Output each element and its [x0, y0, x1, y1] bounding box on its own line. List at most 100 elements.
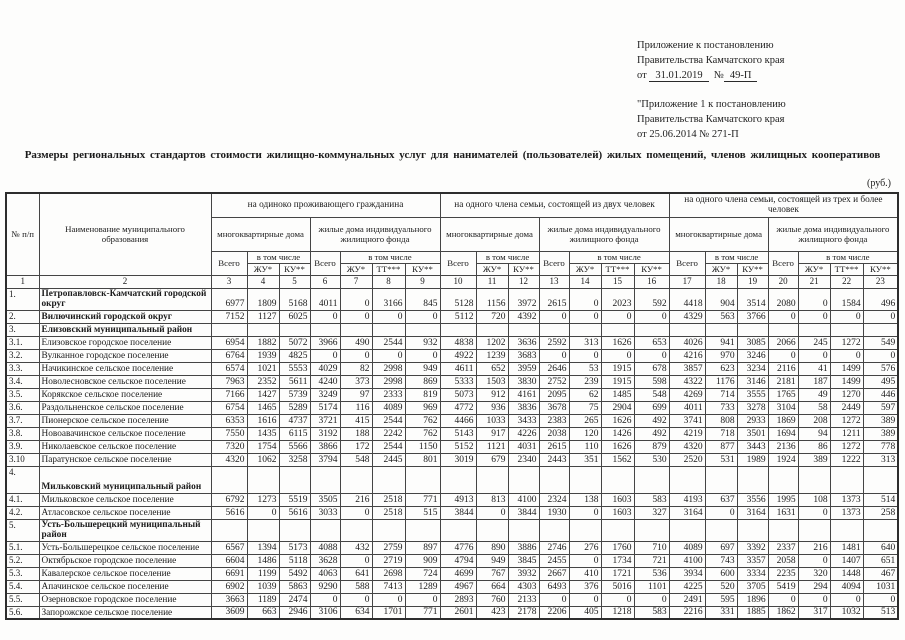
value-cell: 0 [404, 592, 441, 607]
value-cell: 1915 [600, 374, 635, 389]
value-cell: 651 [862, 553, 899, 568]
value-cell: 1039 [246, 579, 280, 594]
value-cell: 0 [633, 348, 670, 363]
value-cell: 4320 [668, 439, 706, 454]
municipality-name: Николаевское сельское поселение [38, 439, 212, 454]
value-cell: 4089 [371, 400, 406, 415]
value-cell: 1930 [538, 505, 570, 520]
value-cell: 2066 [767, 335, 799, 350]
value-cell: 1626 [600, 335, 635, 350]
value-cell: 3766 [736, 309, 769, 324]
value-cell: 5152 [439, 439, 477, 454]
value-cell: 2904 [600, 400, 635, 415]
value-cell: 0 [829, 592, 864, 607]
value-cell: 6764 [210, 348, 248, 363]
value-cell: 6025 [278, 309, 311, 324]
value-cell: 276 [568, 540, 602, 555]
value-cell: 0 [339, 287, 373, 311]
value-cell: 6604 [210, 553, 248, 568]
value-cell: 2133 [507, 592, 540, 607]
value-cell: 188 [339, 426, 373, 441]
value-cell: 970 [704, 348, 738, 363]
header-zhu: ЖУ* [339, 262, 373, 276]
value-cell: 3683 [507, 348, 540, 363]
header-mkd: многоквартирные дома [210, 216, 311, 252]
value-cell: 2615 [538, 439, 570, 454]
value-cell: 721 [633, 553, 670, 568]
value-cell [862, 465, 899, 494]
value-cell: 890 [475, 540, 509, 555]
value-cell: 0 [339, 309, 373, 324]
column-number: 10 [439, 274, 477, 289]
value-cell: 97 [339, 387, 373, 402]
value-cell: 1915 [600, 361, 635, 376]
row-number: 5.5. [5, 592, 40, 607]
value-cell: 2544 [371, 335, 406, 350]
value-cell [475, 322, 509, 337]
value-cell: 5566 [278, 439, 311, 454]
row-number: 5.3. [5, 566, 40, 581]
value-cell: 492 [633, 426, 670, 441]
row-number: 3.9. [5, 439, 40, 454]
value-cell: 640 [862, 540, 899, 555]
value-cell: 9290 [309, 579, 341, 594]
value-cell [862, 518, 899, 542]
value-cell: 879 [633, 439, 670, 454]
value-cell: 4011 [309, 287, 341, 311]
value-cell: 1426 [600, 426, 635, 441]
value-cell: 187 [797, 374, 831, 389]
value-cell: 2520 [668, 452, 706, 467]
value-cell: 4699 [439, 566, 477, 581]
value-cell: 932 [404, 335, 441, 350]
value-cell: 5519 [278, 492, 311, 507]
value-cell: 239 [568, 374, 602, 389]
value-cell: 0 [475, 505, 509, 520]
value-cell [404, 322, 441, 337]
value-cell: 110 [568, 439, 602, 454]
value-cell: 6902 [210, 579, 248, 594]
value-cell: 637 [704, 492, 738, 507]
row-number: 3.3. [5, 361, 40, 376]
value-cell: 4240 [309, 374, 341, 389]
value-cell: 2746 [538, 540, 570, 555]
value-cell: 4737 [278, 413, 311, 428]
value-cell: 6493 [538, 579, 570, 594]
value-cell: 5128 [439, 287, 477, 311]
municipality-name: Петропавловск-Камчатский городской округ [38, 287, 212, 311]
value-cell: 2518 [371, 492, 406, 507]
row-number: 3.2. [5, 348, 40, 363]
value-cell: 1584 [829, 287, 864, 311]
row-number: 3.7. [5, 413, 40, 428]
value-cell: 2946 [278, 605, 311, 620]
table-row: 3.6. Раздольненское сельское поселение 675… [5, 400, 899, 415]
header-tt: ТТ*** [371, 262, 406, 276]
value-cell: 0 [767, 592, 799, 607]
value-cell: 5616 [210, 505, 248, 520]
appendix-number: 49-П [723, 70, 758, 82]
value-cell: 0 [829, 348, 864, 363]
value-cell: 4161 [507, 387, 540, 402]
value-cell: 3628 [309, 553, 341, 568]
value-cell: 4011 [668, 400, 706, 415]
column-number: 23 [862, 274, 899, 289]
value-cell: 904 [704, 287, 738, 311]
value-cell: 813 [475, 492, 509, 507]
header-total: Всего [538, 250, 570, 276]
value-cell: 5174 [309, 400, 341, 415]
value-cell [538, 465, 570, 494]
value-cell: 4100 [668, 553, 706, 568]
value-cell: 1882 [246, 335, 280, 350]
value-cell: 600 [704, 566, 738, 581]
value-cell [668, 518, 706, 542]
value-cell: 5112 [439, 309, 477, 324]
value-cell: 6574 [210, 361, 248, 376]
column-number: 17 [668, 274, 706, 289]
value-cell [309, 465, 341, 494]
value-cell [767, 322, 799, 337]
column-number: 5 [278, 274, 311, 289]
column-number: 2 [38, 274, 212, 289]
value-cell [538, 518, 570, 542]
value-cell: 120 [568, 426, 602, 441]
value-cell: 6115 [278, 426, 311, 441]
value-cell: 597 [862, 400, 899, 415]
